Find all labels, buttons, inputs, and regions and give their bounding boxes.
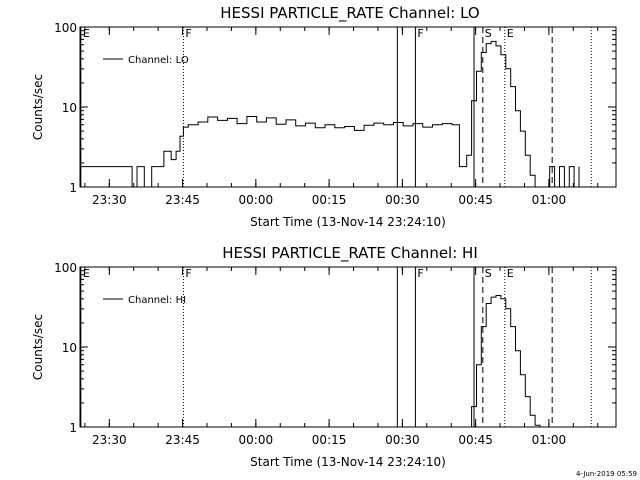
- x-axis-label-hi: Start Time (13-Nov-14 23:24:10): [250, 455, 446, 469]
- event-marker-label: F: [417, 267, 423, 280]
- x-tick-label: 00:15: [312, 433, 347, 447]
- event-marker-label: E: [507, 27, 514, 40]
- panel-channel-lo: HESSI PARTICLE_RATE Channel: LO Start Ti…: [31, 4, 617, 229]
- y-tick-label: 1: [69, 421, 77, 435]
- chart-title-hi: HESSI PARTICLE_RATE Channel: HI: [222, 244, 478, 263]
- x-tick-label: 00:30: [385, 433, 420, 447]
- event-marker-label: F: [185, 267, 191, 280]
- event-marker-label: F: [417, 27, 423, 40]
- date-stamp: 4-Jun-2019 05:59: [576, 470, 637, 478]
- y-axis-label-hi: Counts/sec: [31, 314, 45, 380]
- event-marker-label: S: [485, 27, 492, 40]
- y-tick-label: 10: [62, 101, 77, 115]
- y-tick-label: 100: [54, 261, 77, 275]
- chart-title-lo: HESSI PARTICLE_RATE Channel: LO: [220, 4, 479, 23]
- x-tick-label: 00:30: [385, 193, 420, 207]
- event-marker-label: S: [485, 267, 492, 280]
- x-tick-label: 01:00: [532, 193, 567, 207]
- y-axis-label-lo: Counts/sec: [31, 74, 45, 140]
- x-tick-label: 23:45: [165, 193, 200, 207]
- event-marker-label: E: [507, 267, 514, 280]
- x-tick-label: 00:15: [312, 193, 347, 207]
- series-line: [466, 295, 541, 428]
- y-tick-label: 100: [54, 21, 77, 35]
- legend-label: Channel: HI: [128, 295, 186, 306]
- event-marker-label: F: [185, 27, 191, 40]
- y-tick-label: 10: [62, 341, 77, 355]
- panel-channel-hi: HESSI PARTICLE_RATE Channel: HI Start Ti…: [31, 244, 617, 469]
- x-tick-label: 00:00: [239, 193, 274, 207]
- x-tick-label: 23:30: [92, 193, 127, 207]
- plot-frame: [79, 266, 617, 428]
- x-tick-label: 23:30: [92, 433, 127, 447]
- x-tick-label: 01:00: [532, 433, 567, 447]
- series-line: [80, 40, 580, 188]
- x-tick-label: 23:45: [165, 433, 200, 447]
- y-tick-label: 1: [69, 181, 77, 195]
- x-tick-label: 00:45: [458, 433, 493, 447]
- x-tick-label: 00:00: [239, 433, 274, 447]
- x-tick-label: 00:45: [458, 193, 493, 207]
- legend-label: Channel: LO: [128, 55, 189, 66]
- plot-frame: [79, 26, 617, 188]
- x-axis-label-lo: Start Time (13-Nov-14 23:24:10): [250, 215, 446, 229]
- event-marker-label: E: [83, 27, 90, 40]
- event-marker-label: E: [83, 267, 90, 280]
